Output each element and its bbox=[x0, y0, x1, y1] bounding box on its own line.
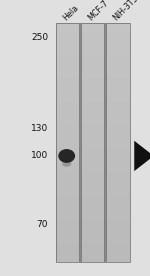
Text: MCF-7: MCF-7 bbox=[86, 0, 110, 22]
Text: 70: 70 bbox=[36, 221, 48, 229]
Text: Hela: Hela bbox=[61, 3, 80, 22]
Text: 130: 130 bbox=[31, 124, 48, 133]
Text: NIH-3T3: NIH-3T3 bbox=[112, 0, 140, 22]
Text: 250: 250 bbox=[31, 33, 48, 42]
Bar bbox=[81, 23, 104, 262]
Bar bbox=[106, 23, 130, 262]
Ellipse shape bbox=[58, 149, 75, 163]
Text: 100: 100 bbox=[31, 152, 48, 160]
Bar bbox=[56, 23, 79, 262]
Ellipse shape bbox=[62, 161, 71, 167]
Polygon shape bbox=[134, 141, 150, 171]
